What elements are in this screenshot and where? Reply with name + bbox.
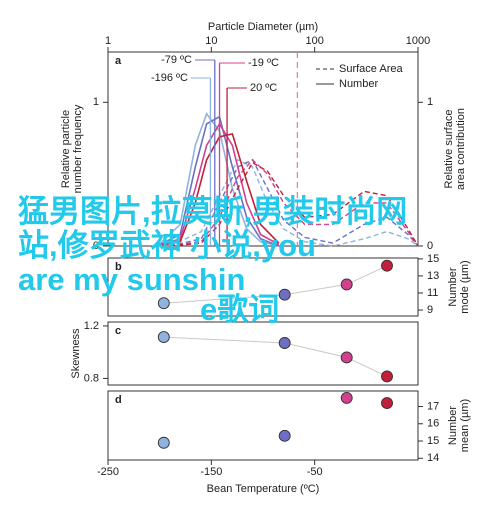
panel-label: b (115, 261, 122, 273)
series-label: -19 ºC (248, 57, 279, 69)
data-point (340, 351, 353, 364)
data-point (381, 397, 393, 410)
y-tick-label: 0 (93, 240, 99, 252)
data-point (157, 297, 170, 310)
series-label: 20 ºC (250, 82, 277, 94)
data-point (157, 331, 170, 344)
axis-label: Relative particle (60, 110, 72, 188)
axis-label: area contribution (455, 108, 467, 190)
y-tick-label: 16 (427, 418, 439, 430)
axis-label: number frequency (72, 104, 84, 193)
y-tick-label: 9 (427, 304, 433, 316)
data-point (278, 337, 291, 349)
y-tick-label: 15 (427, 435, 439, 447)
data-point (157, 436, 170, 449)
panel-frame (107, 51, 419, 247)
overlay-text: e歌词 (200, 292, 279, 327)
x-tick-label: 1 (105, 35, 111, 47)
panel-frame (107, 321, 419, 386)
legend-label: Number (339, 78, 378, 90)
x-tick-label: 10 (205, 35, 217, 47)
axis-label: mean (µm) (459, 399, 471, 452)
data-point (278, 429, 291, 442)
x-tick-label: 1000 (406, 35, 430, 47)
x-axis-title: Particle Diameter (µm) (208, 21, 318, 33)
axis-label: Number (447, 267, 459, 306)
y-tick-label: 11 (427, 287, 438, 299)
data-point (381, 370, 393, 383)
y-tick-label: 1 (93, 96, 99, 108)
series-label: -79 ºC (161, 54, 192, 66)
x-tick-label: -250 (97, 466, 119, 478)
y2-tick-label: 0 (427, 240, 433, 252)
panel-frame (107, 390, 419, 461)
panel-frame (107, 257, 419, 317)
y-tick-label: 1.2 (84, 320, 99, 332)
axis-label: Relative surface (443, 110, 455, 189)
fit-line (163, 336, 388, 377)
panel-label: c (115, 325, 121, 337)
overlay-text: 猛男图片,拉莫斯,男装时尚网 (18, 194, 407, 229)
x-tick-label: -150 (200, 466, 222, 478)
data-point (340, 391, 353, 404)
y-tick-label: 17 (427, 400, 439, 412)
x-axis-title: Bean Temperature (ºC) (207, 483, 320, 495)
overlay-text: are my sunshin (18, 262, 245, 297)
axis-label: mode (µm) (459, 260, 471, 313)
y-tick-label: 0.8 (84, 372, 99, 384)
legend-label: Surface Area (339, 63, 403, 75)
panel-label: a (115, 55, 122, 67)
y2-tick-label: 1 (427, 96, 433, 108)
y-tick-label: 13 (427, 270, 439, 282)
x-tick-label: -50 (307, 466, 323, 478)
y-tick-label: 14 (427, 452, 439, 464)
fit-line (163, 265, 388, 304)
y-tick-label: 15 (427, 253, 439, 265)
data-point (340, 278, 353, 291)
series-label: -196 ºC (151, 72, 188, 84)
data-point (381, 259, 393, 272)
axis-label: Skewness (70, 328, 82, 379)
data-point (278, 288, 291, 301)
overlay-text: 站,修罗武神 小说,you (18, 228, 316, 263)
x-tick-label: 100 (305, 35, 323, 47)
panel-label: d (115, 394, 122, 406)
axis-label: Number (447, 406, 459, 445)
